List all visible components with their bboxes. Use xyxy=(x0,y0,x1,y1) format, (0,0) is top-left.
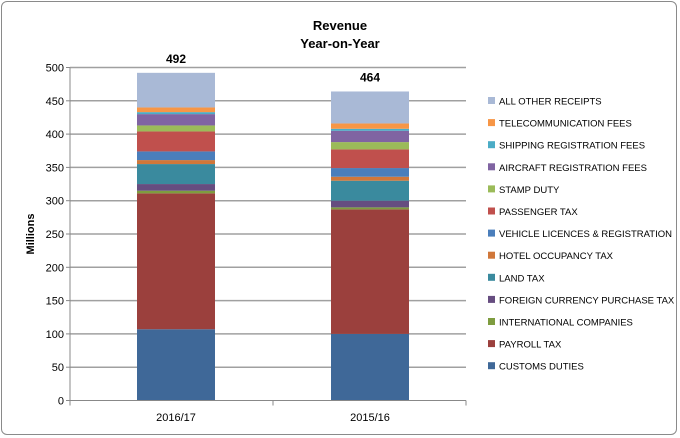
legend-swatch xyxy=(488,207,495,215)
bar-segment xyxy=(137,160,215,165)
bar-segment xyxy=(331,168,409,177)
bar-segment xyxy=(331,130,409,143)
legend-label: PASSENGER TAX xyxy=(499,207,578,218)
legend-label: VEHICLE LICENCES & REGISTRATION xyxy=(499,229,672,240)
legend-swatch xyxy=(488,318,495,325)
legend-swatch xyxy=(488,97,495,104)
legend-label: INTERNATIONAL COMPANIES xyxy=(499,318,633,329)
legend-swatch xyxy=(488,362,495,370)
bar-segment xyxy=(137,151,215,161)
chart-title: Revenue xyxy=(313,18,367,33)
bar-segment xyxy=(137,329,215,401)
bar-segment xyxy=(331,333,409,401)
y-tick-label: 150 xyxy=(46,296,64,308)
bar-segment xyxy=(137,190,215,194)
legend-swatch xyxy=(488,340,495,348)
bar-segment xyxy=(137,112,215,115)
bar-segment xyxy=(331,91,409,124)
y-tick-label: 50 xyxy=(52,362,64,374)
y-tick-label: 200 xyxy=(46,262,64,274)
y-tick-label: 0 xyxy=(58,396,64,408)
legend-swatch xyxy=(488,251,495,259)
bar-segment xyxy=(331,123,409,129)
legend-label: TELECOMMUNICATION FEES xyxy=(499,119,632,130)
y-tick-label: 450 xyxy=(46,96,64,108)
bar-segment xyxy=(331,207,409,210)
legend-swatch xyxy=(488,141,495,149)
legend-label: LAND TAX xyxy=(499,273,545,284)
legend-label: AIRCRAFT REGISTRATION FEES xyxy=(499,163,647,174)
y-tick-label: 300 xyxy=(46,196,64,208)
bar-segment xyxy=(137,184,215,191)
bar-segment xyxy=(331,180,409,201)
bar-segment xyxy=(137,107,215,113)
legend-swatch xyxy=(488,163,495,171)
bar-segment xyxy=(137,125,215,132)
total-label: 492 xyxy=(166,52,186,66)
bar-segment xyxy=(137,114,215,126)
legend-label: SHIPPING REGISTRATION FEES xyxy=(499,141,645,152)
y-tick-label: 400 xyxy=(46,129,64,141)
bar-segment xyxy=(331,200,409,208)
legend-swatch xyxy=(488,119,495,127)
y-tick-label: 250 xyxy=(46,229,64,241)
legend-label: HOTEL OCCUPANCY TAX xyxy=(499,251,614,262)
y-tick-label: 350 xyxy=(46,162,64,174)
y-axis-label: Millions xyxy=(25,214,37,255)
bar-segment xyxy=(331,142,409,150)
legend-swatch xyxy=(488,185,495,193)
bar-segment xyxy=(331,176,409,181)
bar-segment xyxy=(137,72,215,108)
chart-subtitle: Year-on-Year xyxy=(300,36,380,51)
legend-swatch xyxy=(488,229,495,237)
legend-label: ALL OTHER RECEIPTS xyxy=(499,97,602,108)
x-tick-label: 2016/17 xyxy=(156,412,196,424)
legend-swatch xyxy=(488,295,495,303)
bar-segment xyxy=(137,193,215,330)
y-tick-label: 100 xyxy=(46,329,64,341)
total-label: 464 xyxy=(360,70,380,84)
legend-label: FOREIGN CURRENCY PURCHASE TAX xyxy=(499,295,675,306)
bar-segment xyxy=(331,209,409,334)
bar-segment xyxy=(331,149,409,169)
bar-segment xyxy=(137,164,215,185)
x-tick-label: 2015/16 xyxy=(350,412,390,424)
legend-label: STAMP DUTY xyxy=(499,185,560,196)
bar-segment xyxy=(331,128,409,131)
bar-segment xyxy=(137,131,215,152)
legend-label: PAYROLL TAX xyxy=(499,340,562,351)
legend-swatch xyxy=(488,273,495,281)
legend-label: CUSTOMS DUTIES xyxy=(499,362,584,373)
y-tick-label: 500 xyxy=(46,63,64,75)
